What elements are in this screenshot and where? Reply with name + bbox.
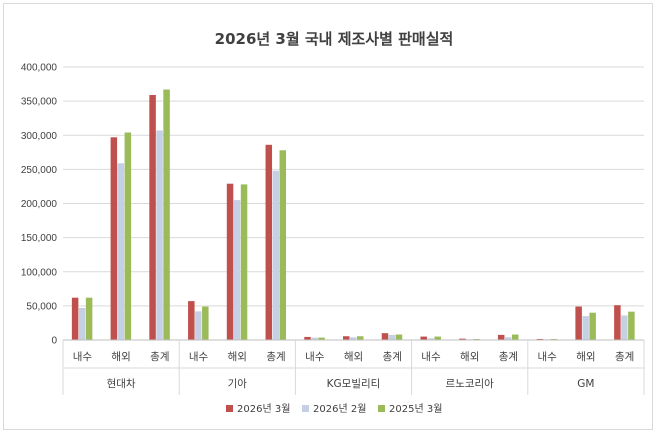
bar: [536, 338, 544, 340]
bars: [71, 89, 635, 341]
legend-label: 2026년 3월: [237, 403, 290, 415]
x-category-label: 총계: [499, 351, 518, 363]
bar: [434, 336, 441, 340]
y-tick-label: 150,000: [21, 233, 58, 244]
bar: [614, 305, 621, 340]
bar: [621, 315, 628, 340]
bar: [233, 200, 241, 340]
x-category-label: 해외: [228, 350, 247, 363]
x-category-label: 해외: [576, 350, 595, 363]
bar: [195, 311, 202, 340]
y-axis-ticks: 0 50,000 100,000 150,000 200,000 250,000 300,0…: [21, 63, 58, 347]
x-category-label: 해외: [111, 350, 130, 363]
bar: [117, 163, 125, 340]
x-group-label: GM: [577, 378, 594, 390]
bar: [628, 311, 635, 340]
bar: [272, 170, 280, 340]
bar: [343, 336, 350, 340]
bar: [110, 137, 118, 340]
legend-label: 2026년 2월: [313, 403, 366, 415]
y-tick-label: 0: [51, 336, 57, 347]
bar: [388, 334, 396, 340]
x-group-label: 기아: [228, 378, 248, 390]
y-tick-label: 200,000: [21, 199, 58, 210]
bar: [265, 144, 273, 340]
chart-frame: 2026년 3월 국내 제조사별 판매실적 0 50,000 100,000 150,…: [3, 3, 653, 430]
bar: [78, 307, 86, 340]
bar: [473, 338, 480, 340]
x-category-label: 총계: [615, 351, 634, 363]
x-group-label: 현대차: [107, 378, 136, 390]
bar: [575, 306, 582, 340]
bar: [71, 297, 79, 340]
bar: [511, 334, 519, 340]
legend-swatch: [378, 405, 385, 412]
bar: [357, 336, 364, 340]
bar: [459, 338, 466, 340]
y-tick-label: 300,000: [21, 131, 58, 142]
bar: [240, 184, 248, 340]
x-category-label: 내수: [189, 351, 209, 363]
x-group-label: KG모빌리티: [327, 378, 381, 390]
x-category-label: 내수: [538, 351, 558, 363]
bar: [381, 333, 389, 340]
bar: [163, 89, 170, 341]
x-category-label: 내수: [421, 351, 441, 363]
bar: [156, 130, 163, 340]
legend-swatch: [302, 405, 309, 412]
x-category-label: 해외: [460, 350, 479, 363]
bar: [350, 337, 357, 340]
bar: [395, 334, 403, 340]
x-group-label: 르노코리아: [446, 378, 495, 390]
x-category-label: 해외: [344, 350, 363, 363]
bar: [226, 183, 234, 340]
bar: [497, 334, 505, 340]
bar: [427, 338, 434, 340]
bar: [318, 337, 325, 340]
bar: [311, 337, 318, 340]
bar: [188, 301, 195, 340]
bar: [420, 336, 427, 340]
legend-label: 2025년 3월: [389, 403, 442, 415]
bar: [149, 94, 156, 340]
y-tick-label: 250,000: [21, 165, 58, 176]
chart-title: 2026년 3월 국내 제조사별 판매실적: [215, 30, 454, 48]
bar: [550, 338, 558, 340]
bar: [504, 337, 512, 340]
bar: [124, 132, 132, 340]
legend: 2026년 3월 2026년 2월 2025년 3월: [226, 403, 442, 415]
bar: [304, 336, 311, 340]
bar: [582, 316, 589, 340]
x-category-label: 총계: [266, 351, 285, 363]
y-tick-label: 400,000: [21, 63, 58, 74]
bar: [85, 297, 93, 340]
x-category-label: 내수: [305, 351, 325, 363]
bar: [589, 312, 596, 340]
bar-chart: 2026년 3월 국내 제조사별 판매실적 0 50,000 100,000 150,…: [21, 30, 645, 415]
bar: [279, 150, 287, 340]
x-category-label: 내수: [73, 351, 93, 363]
y-tick-label: 50,000: [26, 301, 57, 312]
y-tick-label: 100,000: [21, 267, 58, 278]
bar: [202, 306, 209, 340]
x-category-label: 총계: [150, 351, 169, 363]
y-tick-label: 350,000: [21, 97, 58, 108]
x-category-label: 총계: [383, 351, 402, 363]
legend-swatch: [226, 405, 233, 412]
